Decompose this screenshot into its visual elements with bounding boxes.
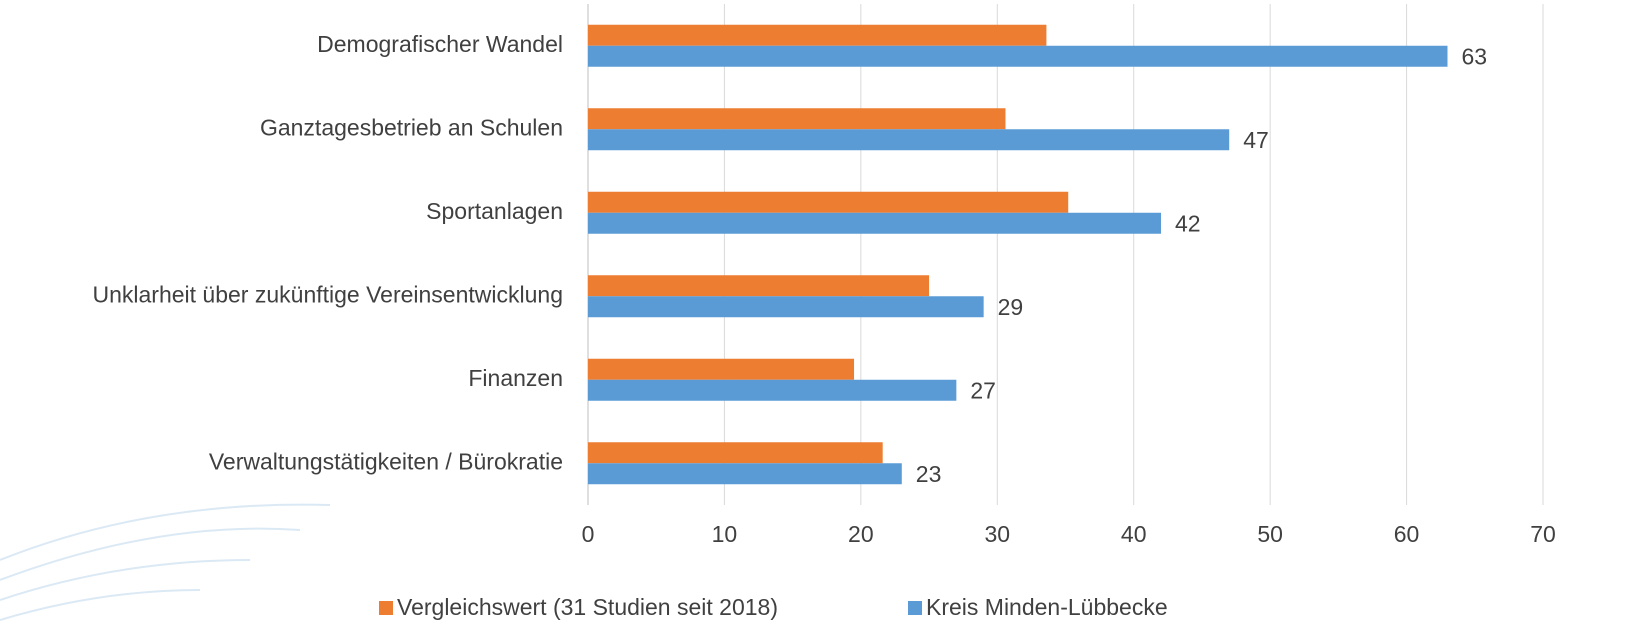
category-label: Finanzen: [468, 365, 563, 391]
bar: [588, 129, 1229, 150]
x-tick-label: 20: [848, 521, 874, 547]
bar: [588, 296, 984, 317]
category-label: Sportanlagen: [426, 198, 563, 224]
data-label: 23: [916, 461, 942, 487]
legend-label: Kreis Minden-Lübbecke: [926, 594, 1168, 620]
data-label: 47: [1243, 127, 1269, 153]
category-label: Demografischer Wandel: [317, 31, 563, 57]
data-label: 29: [998, 294, 1024, 320]
legend-swatch: [908, 601, 922, 615]
bar: [588, 108, 1005, 129]
decoration: [0, 505, 330, 620]
legend-swatch: [379, 601, 393, 615]
bar: [588, 213, 1161, 234]
data-label: 63: [1462, 43, 1488, 69]
x-tick-label: 60: [1394, 521, 1420, 547]
bar: [588, 46, 1448, 67]
category-label: Verwaltungstätigkeiten / Bürokratie: [209, 448, 563, 474]
x-tick-label: 50: [1257, 521, 1283, 547]
x-tick-label: 70: [1530, 521, 1556, 547]
chart: 0 10 20 30 40 50 60 70 Demografischer Wandel 63 Ga…: [0, 0, 1625, 626]
bar: [588, 359, 854, 380]
category-label: Unklarheit über zukünftige Vereinsentwic…: [93, 281, 564, 307]
bar: [588, 25, 1046, 46]
bar: [588, 442, 883, 463]
x-tick-label: 10: [712, 521, 738, 547]
legend-label: Vergleichswert (31 Studien seit 2018): [397, 594, 778, 620]
category-label: Ganztagesbetrieb an Schulen: [260, 114, 563, 140]
bar: [588, 192, 1068, 213]
data-label: 42: [1175, 210, 1201, 236]
bar: [588, 380, 956, 401]
data-label: 27: [970, 377, 996, 403]
x-tick-label: 40: [1121, 521, 1147, 547]
bar: [588, 463, 902, 484]
bar: [588, 275, 929, 296]
x-tick-label: 30: [984, 521, 1010, 547]
x-tick-label: 0: [582, 521, 595, 547]
